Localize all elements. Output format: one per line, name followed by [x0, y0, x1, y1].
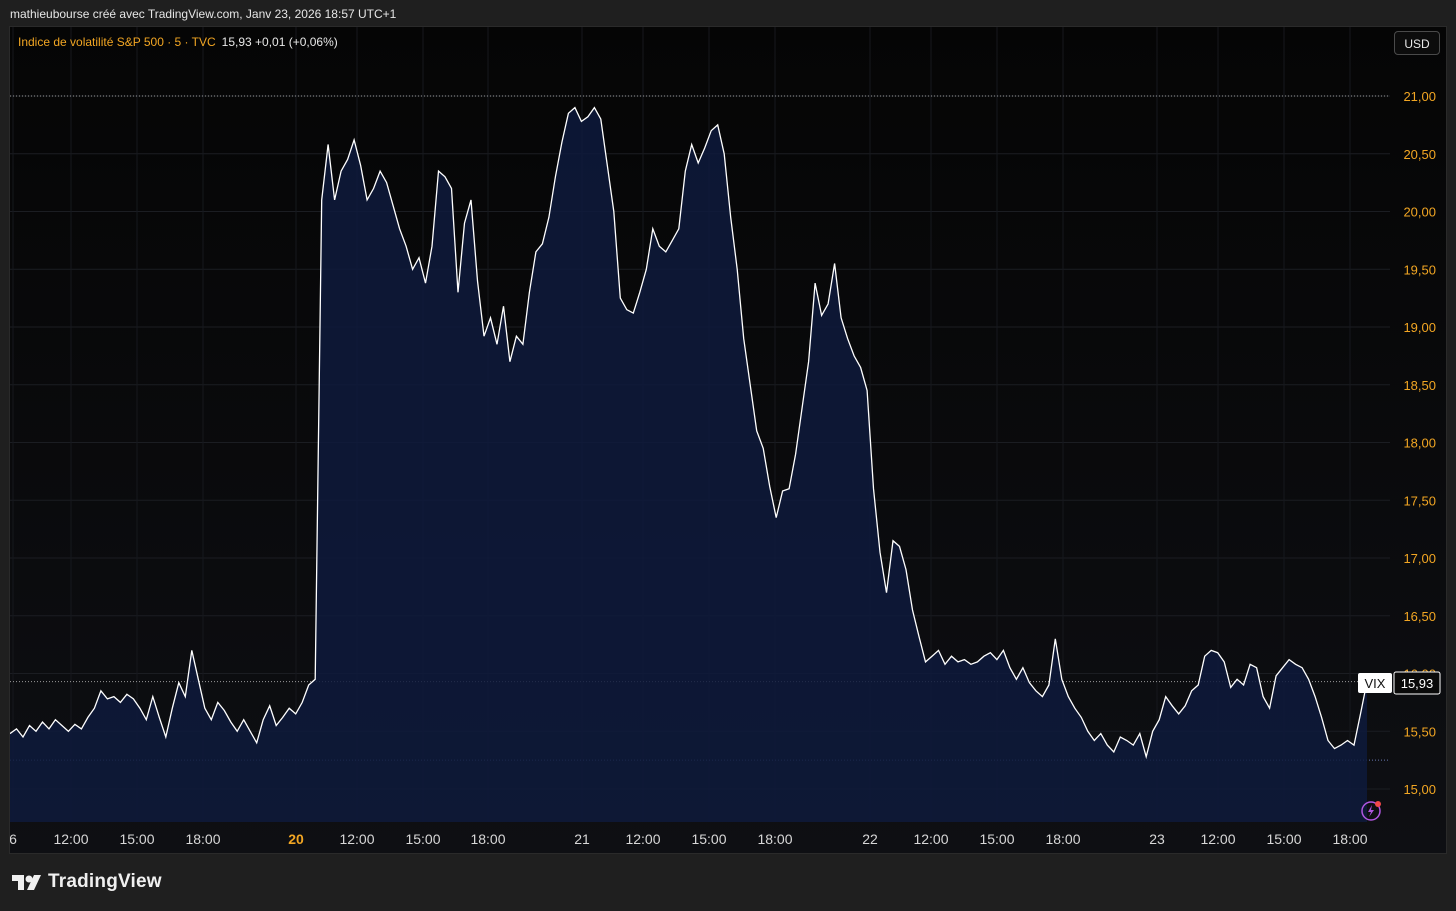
x-tick-label: 12:00	[1200, 831, 1235, 847]
y-tick-label: 15,00	[1403, 782, 1436, 797]
y-tick-label: 18,50	[1403, 378, 1436, 393]
price-chart[interactable]: 15,0015,5016,0016,5017,0017,5018,0018,50…	[10, 27, 1447, 854]
y-tick-label: 21,00	[1403, 89, 1436, 104]
price-tag-value: 15,93	[1401, 676, 1434, 691]
tradingview-logo[interactable]: TradingView	[12, 871, 162, 893]
y-tick-label: 20,50	[1403, 147, 1436, 162]
x-tick-label: 23	[1149, 831, 1165, 847]
y-axis[interactable]: 15,0015,5016,0016,5017,0017,5018,0018,50…	[1403, 89, 1436, 797]
x-tick-label: 12:00	[913, 831, 948, 847]
price-area-fill	[10, 107, 1367, 823]
y-tick-label: 19,50	[1403, 262, 1436, 277]
x-tick-label: 18:00	[1045, 831, 1080, 847]
y-tick-label: 15,50	[1403, 724, 1436, 739]
attribution-text: mathieubourse créé avec TradingView.com,…	[10, 7, 397, 21]
x-tick-label: 15:00	[119, 831, 154, 847]
currency-button[interactable]: USD	[1394, 31, 1440, 55]
chart-legend: Indice de volatilité S&P 500 · 5 · TVC 15…	[18, 35, 338, 49]
x-tick-label: 15:00	[1266, 831, 1301, 847]
attribution-bar: mathieubourse créé avec TradingView.com,…	[0, 0, 1456, 26]
price-line	[10, 106, 1368, 760]
x-tick-label: 12:00	[53, 831, 88, 847]
x-tick-label: 12:00	[339, 831, 374, 847]
x-tick-label: 15:00	[405, 831, 440, 847]
x-tick-label: 18:00	[470, 831, 505, 847]
logo-text: TradingView	[48, 871, 162, 892]
lightning-icon[interactable]	[1361, 801, 1381, 821]
price-values: 15,93 +0,01 (+0,06%)	[221, 35, 338, 49]
x-tick-label: 21	[574, 831, 590, 847]
last-price-tag: VIX 15,93	[1358, 671, 1441, 695]
tradingview-logo-icon	[12, 875, 41, 890]
y-tick-label: 18,00	[1403, 436, 1436, 451]
x-tick-label: 20	[288, 831, 304, 847]
x-tick-label: 18:00	[1332, 831, 1367, 847]
price-tag-symbol: VIX	[1365, 676, 1386, 691]
x-tick-label: 18:00	[185, 831, 220, 847]
y-tick-label: 19,00	[1403, 320, 1436, 335]
y-tick-label: 16,50	[1403, 609, 1436, 624]
y-tick-label: 20,00	[1403, 205, 1436, 220]
symbol-label[interactable]: Indice de volatilité S&P 500 · 5 · TVC	[18, 35, 216, 49]
x-axis[interactable]: 6 12:00 15:00 18:00 20 12:00 15:00 18:00 21 12:00…	[10, 831, 1368, 847]
x-tick-label: 6	[10, 831, 17, 847]
x-tick-label: 18:00	[757, 831, 792, 847]
y-tick-label: 17,00	[1403, 551, 1436, 566]
x-tick-label: 15:00	[691, 831, 726, 847]
y-tick-label: 17,50	[1403, 493, 1436, 508]
chart-panel[interactable]: 15,0015,5016,0016,5017,0017,5018,0018,50…	[9, 26, 1447, 854]
x-tick-label: 12:00	[625, 831, 660, 847]
x-tick-label: 22	[862, 831, 878, 847]
x-tick-label: 15:00	[979, 831, 1014, 847]
footer: TradingView	[0, 854, 1456, 911]
